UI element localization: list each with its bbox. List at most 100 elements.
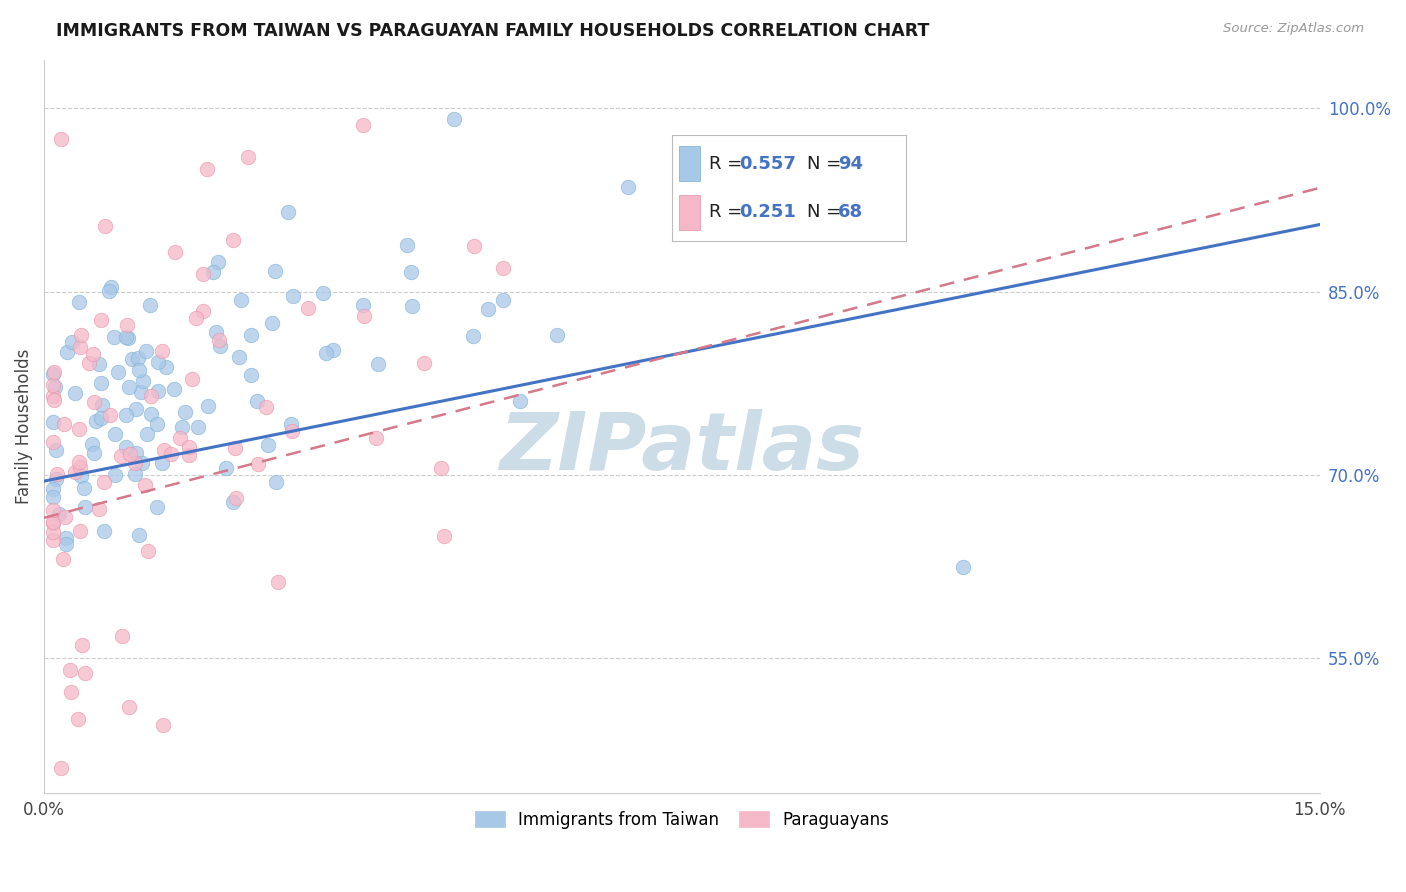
Bar: [679, 146, 700, 181]
Point: [180, 372, 202, 386]
Point: [128, 528, 150, 542]
Point: [124, 456, 146, 470]
Point: [461, 329, 484, 343]
Point: [84, 415, 107, 429]
Point: [41, 490, 63, 504]
Point: [93, 524, 115, 539]
Point: [367, 357, 389, 371]
Point: [67, 712, 90, 726]
Point: [55, 537, 77, 551]
Point: [297, 301, 319, 315]
Point: [352, 297, 374, 311]
Point: [110, 449, 132, 463]
Point: [111, 630, 134, 644]
Point: [443, 112, 465, 126]
Bar: [679, 195, 700, 230]
Point: [139, 407, 162, 421]
Point: [48, 507, 70, 521]
Point: [41, 435, 63, 450]
Point: [125, 445, 148, 459]
Point: [114, 408, 136, 422]
Point: [45, 472, 67, 486]
Point: [117, 331, 139, 345]
Point: [353, 309, 375, 323]
Point: [59, 664, 82, 678]
Point: [245, 393, 267, 408]
Point: [240, 368, 263, 383]
Point: [191, 268, 214, 282]
Point: [617, 180, 640, 194]
Point: [87, 357, 110, 371]
Text: N =: N =: [807, 155, 848, 173]
Point: [311, 285, 333, 300]
Point: [136, 427, 159, 442]
Point: [163, 382, 186, 396]
Point: [413, 356, 436, 370]
Point: [83, 394, 105, 409]
Point: [131, 456, 153, 470]
Point: [222, 495, 245, 509]
Point: [208, 339, 231, 353]
Point: [104, 468, 127, 483]
Point: [215, 461, 238, 475]
Point: [152, 456, 174, 470]
Point: [179, 448, 201, 462]
Y-axis label: Family Households: Family Households: [15, 349, 32, 504]
Point: [97, 284, 120, 298]
Point: [129, 385, 152, 400]
Point: [44, 380, 66, 394]
Point: [492, 260, 515, 275]
Point: [146, 417, 169, 431]
Point: [53, 509, 76, 524]
Point: [152, 718, 174, 732]
Point: [41, 388, 63, 402]
Point: [280, 417, 302, 432]
Text: IMMIGRANTS FROM TAIWAN VS PARAGUAYAN FAMILY HOUSEHOLDS CORRELATION CHART: IMMIGRANTS FROM TAIWAN VS PARAGUAYAN FAM…: [56, 22, 929, 40]
Point: [401, 299, 423, 313]
Point: [107, 365, 129, 379]
Text: N =: N =: [807, 202, 848, 220]
Point: [141, 389, 163, 403]
Point: [208, 334, 231, 348]
Point: [67, 455, 90, 469]
Point: [65, 465, 87, 479]
Point: [55, 345, 77, 359]
Point: [146, 354, 169, 368]
Point: [366, 432, 388, 446]
Point: [395, 238, 418, 252]
Point: [60, 334, 83, 349]
Point: [104, 427, 127, 442]
Point: [262, 316, 284, 330]
Point: [352, 118, 374, 132]
Point: [93, 475, 115, 489]
Point: [239, 328, 262, 343]
Point: [170, 419, 193, 434]
Point: [146, 500, 169, 514]
Point: [546, 328, 568, 343]
Point: [463, 239, 485, 253]
Point: [191, 303, 214, 318]
Point: [128, 362, 150, 376]
Point: [492, 293, 515, 307]
Point: [433, 529, 456, 543]
Point: [197, 400, 219, 414]
Point: [169, 431, 191, 445]
Point: [100, 280, 122, 294]
Point: [60, 685, 83, 699]
Point: [83, 446, 105, 460]
Point: [42, 393, 65, 408]
Point: [125, 402, 148, 417]
Point: [90, 376, 112, 390]
Point: [163, 245, 186, 260]
Point: [115, 440, 138, 454]
Point: [266, 574, 288, 589]
Point: [155, 359, 177, 374]
Point: [173, 405, 195, 419]
Text: R =: R =: [709, 202, 748, 220]
Point: [322, 343, 344, 358]
Point: [225, 491, 247, 506]
Point: [49, 761, 72, 775]
Point: [139, 298, 162, 312]
Point: [87, 502, 110, 516]
Text: R =: R =: [709, 155, 748, 173]
